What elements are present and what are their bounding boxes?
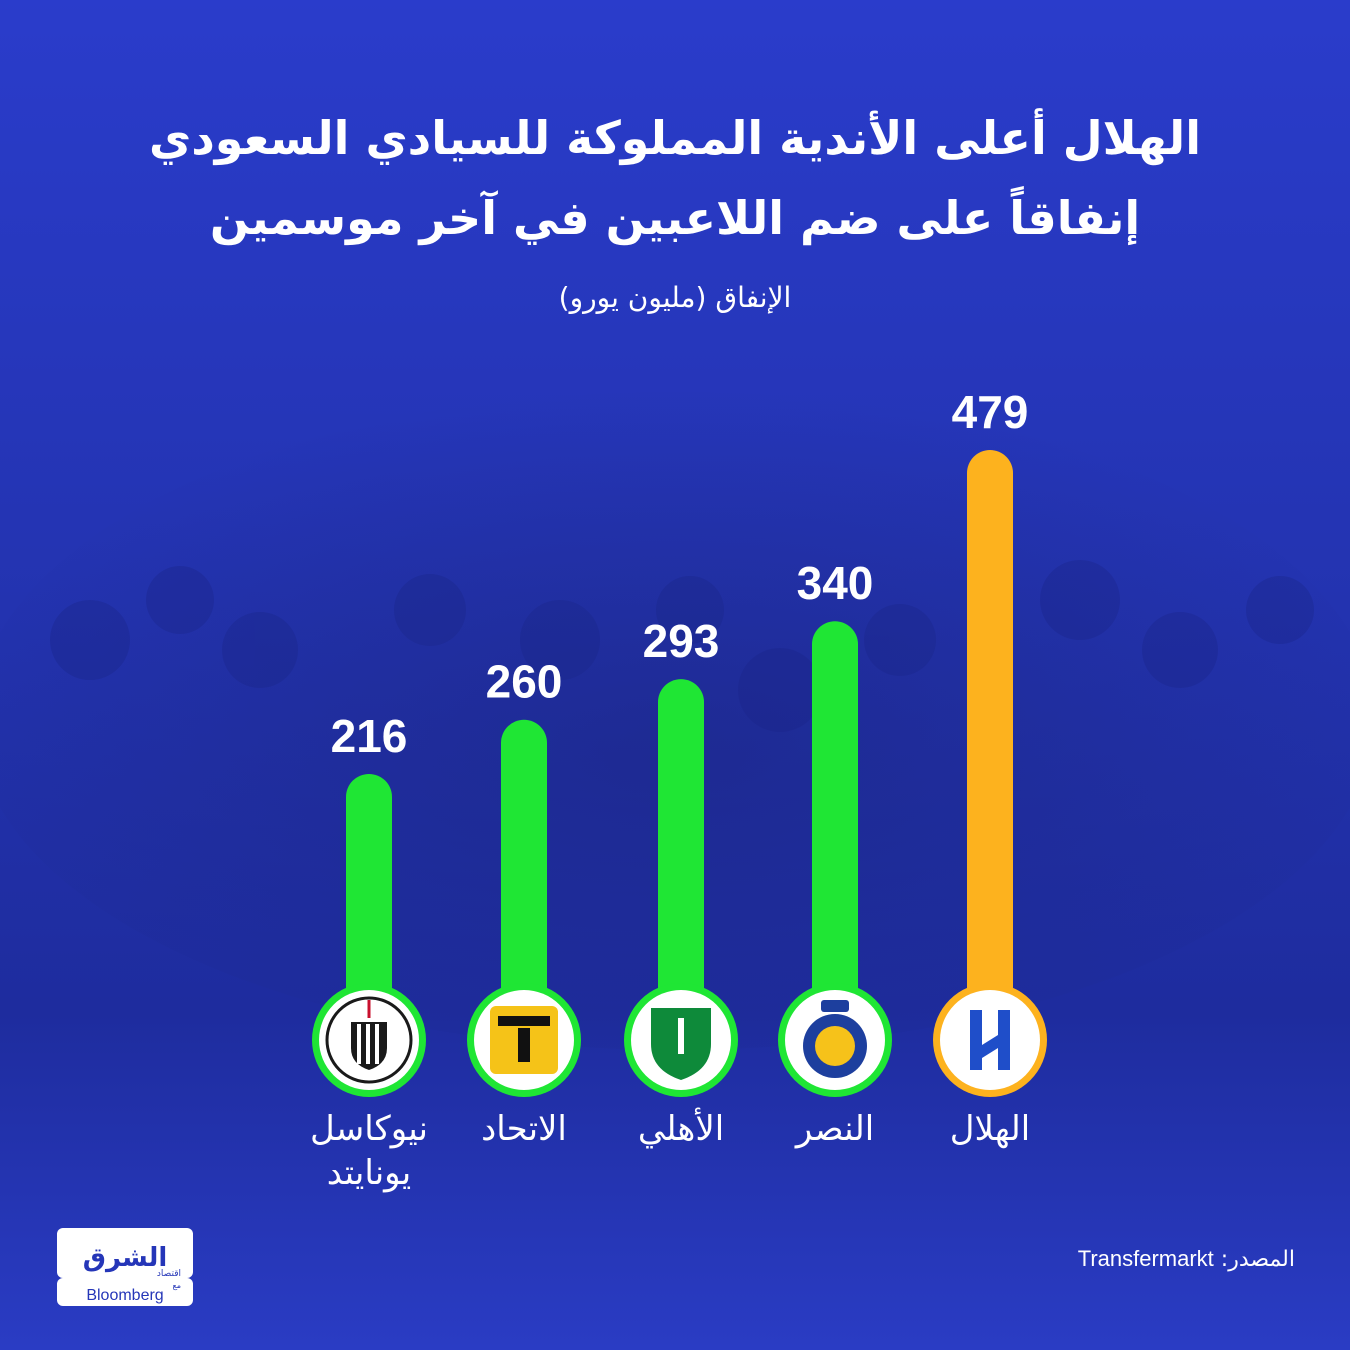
chart-title-line1: الهلال أعلى الأندية المملوكة للسيادي الس… [149,111,1201,165]
bar-value-label-4: 216 [331,710,408,762]
alahli-crest-icon [624,983,738,1097]
logo-arabic-text: الشرق [83,1243,168,1273]
category-label-4-line1: نيوكاسل [310,1109,428,1149]
bar-0 [967,450,1013,1040]
bar-4 [346,773,392,1040]
logo-partner-text: Bloomberg [86,1287,163,1304]
category-label-1: النصر [794,1109,874,1149]
newcastle-crest-icon [312,983,426,1097]
bar-value-label-2: 293 [643,615,720,667]
logo-sub-text: اقتصاد [157,1269,181,1279]
bar-1 [812,621,858,1040]
source-note: المصدر: Transfermarkt [1078,1246,1295,1272]
alnassr-crest-icon [778,983,892,1097]
bar-2 [658,679,704,1040]
category-label-3: الاتحاد [481,1109,567,1149]
bar-value-label-0: 479 [952,386,1029,438]
chart-subtitle: الإنفاق (مليون يورو) [558,281,792,314]
ittihad-crest-icon [467,983,581,1097]
bar-3 [501,719,547,1040]
source-name: Transfermarkt [1077,1246,1214,1271]
category-label-2: الأهلي [638,1107,724,1149]
alhilal-crest-icon [933,983,1047,1097]
category-label-0: الهلال [950,1109,1030,1149]
chart-title-line2: إنفاقاً على ضم اللاعبين في آخر موسمين [209,191,1141,245]
source-label: المصدر: [1220,1247,1295,1272]
asharq-bloomberg-logo: الشرق اقتصاد مع Bloomberg [57,1228,193,1306]
bar-value-label-3: 260 [486,656,563,708]
bar-value-label-1: 340 [797,557,874,609]
logo-with-text: مع [172,1281,181,1290]
category-label-4-line2: يونايتد [327,1153,411,1193]
